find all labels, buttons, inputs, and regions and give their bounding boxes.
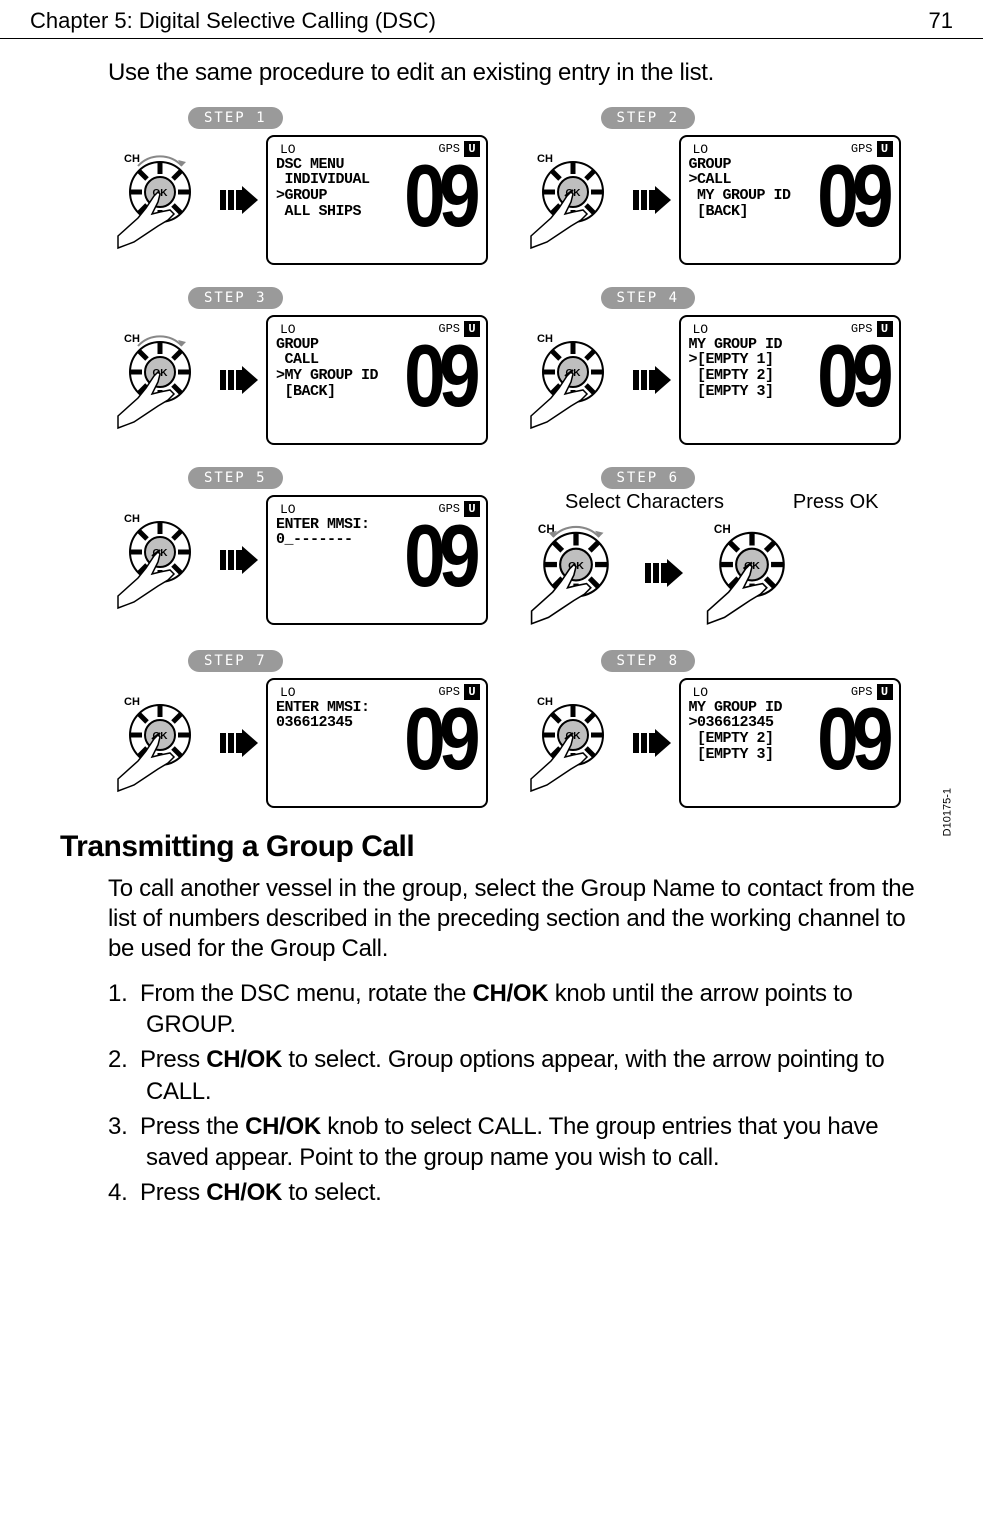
procedure-list: From the DSC menu, rotate the CH/OK knob…: [108, 978, 923, 1208]
arrow-icon: [633, 729, 671, 757]
lcd-display: LO ENTER MMSI:0_------- GPSU 09: [266, 495, 488, 625]
step-pill: STEP 2: [601, 107, 696, 129]
step-cell: STEP 2 LO GROUP>CALL MY GROUP ID [BACK] …: [521, 107, 924, 265]
lcd-display: LO DSC MENU INDIVIDUAL>GROUP ALL SHIPS G…: [266, 135, 488, 265]
lcd-channel-number: 09: [817, 339, 887, 414]
lcd-channel-number: 09: [817, 702, 887, 777]
arrow-icon: [645, 559, 683, 587]
lcd-channel-number: 09: [404, 159, 474, 234]
procedure-item: From the DSC menu, rotate the CH/OK knob…: [108, 978, 923, 1040]
lcd-menu-lines: GROUP CALL>MY GROUP ID [BACK]: [276, 337, 398, 400]
step-cell: STEP 4 LO MY GROUP ID>[EMPTY 1] [EMPTY 2…: [521, 287, 924, 445]
intro-text: Use the same procedure to edit an existi…: [108, 59, 923, 87]
lcd-menu-lines: ENTER MMSI:036612345: [276, 700, 398, 732]
knob-rotate-icon: [108, 328, 212, 432]
step-cell: STEP 5 LO ENTER MMSI:0_------- GPSU 09: [108, 467, 511, 628]
lcd-display: LO GROUP CALL>MY GROUP ID [BACK] GPSU 09: [266, 315, 488, 445]
lcd-display: LO MY GROUP ID>[EMPTY 1] [EMPTY 2] [EMPT…: [679, 315, 901, 445]
step-pill: STEP 5: [188, 467, 283, 489]
step-pill: STEP 7: [188, 650, 283, 672]
step-cell: STEP 6 Select Characters Press OK: [521, 467, 924, 628]
lcd-lo-indicator: LO: [693, 686, 811, 700]
step6-select-label: Select Characters: [565, 491, 724, 514]
page-number: 71: [929, 8, 953, 34]
step-cell: STEP 7 LO ENTER MMSI:036612345 GPSU 09: [108, 650, 511, 808]
lcd-menu-lines: MY GROUP ID>036612345 [EMPTY 2] [EMPTY 3…: [689, 700, 811, 763]
lcd-lo-indicator: LO: [280, 143, 398, 157]
arrow-icon: [633, 186, 671, 214]
knob-press-icon: [697, 518, 807, 628]
section-heading: Transmitting a Group Call: [60, 830, 923, 864]
procedure-item: Press CH/OK to select. Group options app…: [108, 1044, 923, 1106]
lcd-display: LO ENTER MMSI:036612345 GPSU 09: [266, 678, 488, 808]
lcd-menu-lines: DSC MENU INDIVIDUAL>GROUP ALL SHIPS: [276, 157, 398, 220]
lcd-lo-indicator: LO: [280, 323, 398, 337]
step-pill: STEP 1: [188, 107, 283, 129]
lcd-lo-indicator: LO: [693, 323, 811, 337]
step-pill: STEP 4: [601, 287, 696, 309]
knob-press-icon: [521, 148, 625, 252]
procedure-item: Press CH/OK to select.: [108, 1177, 923, 1208]
knob-press-icon: [521, 691, 625, 795]
knob-rotate-both-icon: [521, 518, 631, 628]
step-cell: STEP 8 LO MY GROUP ID>036612345 [EMPTY 2…: [521, 650, 924, 808]
arrow-icon: [633, 366, 671, 394]
lcd-lo-indicator: LO: [280, 503, 398, 517]
arrow-icon: [220, 186, 258, 214]
knob-press-icon: [521, 328, 625, 432]
lcd-menu-lines: GROUP>CALL MY GROUP ID [BACK]: [689, 157, 811, 220]
page-header: Chapter 5: Digital Selective Calling (DS…: [0, 0, 983, 39]
lcd-channel-number: 09: [404, 339, 474, 414]
step-pill: STEP 8: [601, 650, 696, 672]
lcd-channel-number: 09: [404, 519, 474, 594]
lcd-lo-indicator: LO: [280, 686, 398, 700]
lcd-display: LO MY GROUP ID>036612345 [EMPTY 2] [EMPT…: [679, 678, 901, 808]
lcd-menu-lines: ENTER MMSI:0_-------: [276, 517, 398, 549]
lcd-channel-number: 09: [404, 702, 474, 777]
step-cell: STEP 3 LO GROUP CALL>MY GROUP ID [BACK] …: [108, 287, 511, 445]
procedure-item: Press the CH/OK knob to select CALL. The…: [108, 1111, 923, 1173]
arrow-icon: [220, 366, 258, 394]
step-cell: STEP 1 LO DSC MENU INDIVIDUAL>GROUP ALL …: [108, 107, 511, 265]
step-pill: STEP 6: [601, 467, 696, 489]
knob-rotate-icon: [108, 148, 212, 252]
step-pill: STEP 3: [188, 287, 283, 309]
lcd-display: LO GROUP>CALL MY GROUP ID [BACK] GPSU 09: [679, 135, 901, 265]
chapter-title: Chapter 5: Digital Selective Calling (DS…: [30, 8, 436, 34]
section-paragraph: To call another vessel in the group, sel…: [108, 874, 923, 964]
lcd-menu-lines: MY GROUP ID>[EMPTY 1] [EMPTY 2] [EMPTY 3…: [689, 337, 811, 400]
arrow-icon: [220, 546, 258, 574]
knob-press-icon: [108, 691, 212, 795]
steps-grid: STEP 1 LO DSC MENU INDIVIDUAL>GROUP ALL …: [108, 107, 923, 808]
arrow-icon: [220, 729, 258, 757]
step6-press-label: Press OK: [793, 491, 879, 514]
page-content: Use the same procedure to edit an existi…: [0, 39, 983, 1208]
document-id: D10175-1: [941, 788, 953, 836]
lcd-lo-indicator: LO: [693, 143, 811, 157]
knob-press-icon: [108, 508, 212, 612]
lcd-channel-number: 09: [817, 159, 887, 234]
